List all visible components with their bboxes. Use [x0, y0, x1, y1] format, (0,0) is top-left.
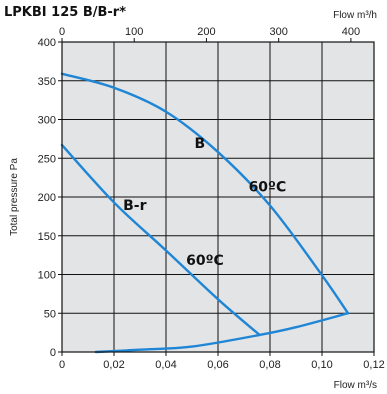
series-line-b-r	[60, 143, 261, 337]
y-tick-label: 400	[38, 37, 56, 49]
x-tick-label: 0,04	[155, 359, 176, 371]
y-tick-label: 350	[38, 76, 56, 88]
x-tick-label: 0,06	[207, 359, 228, 371]
series-line-b	[60, 72, 350, 315]
plot-frame	[61, 41, 375, 353]
x2-tick-label: 400	[342, 26, 360, 38]
y-tick-label: 200	[38, 192, 56, 204]
x2-tick-label: 200	[197, 26, 215, 38]
x-axis-label: Flow m³/s	[334, 380, 377, 391]
x-tick-label: 0,12	[363, 359, 384, 371]
chart-title: LPKBI 125 B/B-r*	[4, 5, 126, 20]
system-curve-line	[94, 312, 350, 354]
x-tick-label: 0,08	[259, 359, 280, 371]
curve-annotation: 60ºC	[249, 180, 287, 196]
y-tick-label: 0	[50, 347, 56, 359]
x-tick-label: 0	[59, 359, 65, 371]
x-tick-label: 0,10	[311, 359, 332, 371]
annotations: B 60ºC B-r 60ºC	[123, 136, 286, 269]
x2-tick-label: 300	[269, 26, 287, 38]
y-tick-label: 150	[38, 231, 56, 243]
y-tick-label: 300	[38, 115, 56, 127]
x2-tick-label: 100	[125, 26, 143, 38]
curve-annotation: 60ºC	[186, 253, 224, 269]
series-lines	[60, 72, 350, 354]
x2-axis-label: Flow m³/h	[333, 10, 377, 21]
x-tick-label: 0,02	[103, 359, 124, 371]
y-tick-label: 100	[38, 270, 56, 282]
y-tick-label: 50	[44, 308, 56, 320]
x2-tick-label: 0	[59, 26, 65, 38]
y-tick-label: 250	[38, 153, 56, 165]
curve-annotation: B	[194, 136, 205, 152]
y-axis-label: Total pressure Pa	[9, 158, 20, 236]
curve-annotation: B-r	[123, 198, 146, 214]
